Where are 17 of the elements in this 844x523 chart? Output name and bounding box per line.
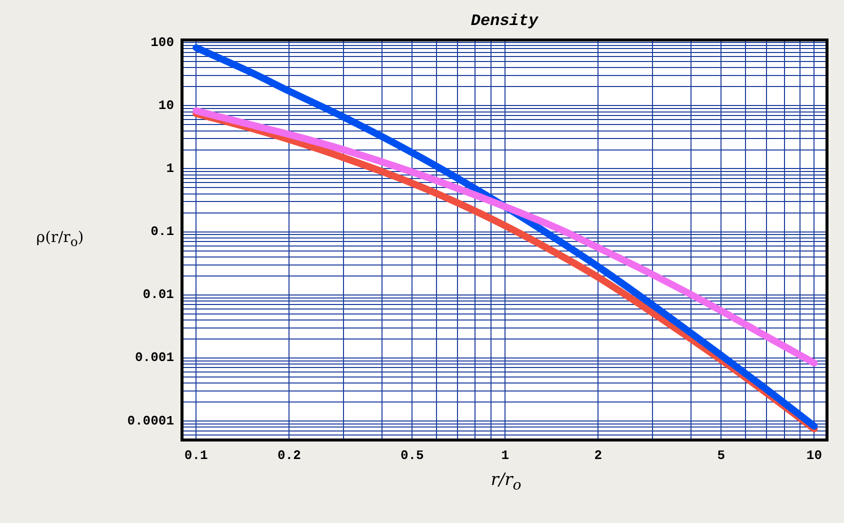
x-tick-label: 0.5 — [400, 448, 424, 464]
x-tick-label: 5 — [717, 448, 726, 464]
x-tick-label: 0.2 — [277, 448, 302, 464]
y-axis-title: ρ(r/r$_{o}$) — [35, 228, 85, 249]
x-tick-label: 2 — [594, 448, 602, 464]
x-tick-label: 0.1 — [184, 448, 208, 464]
y-tick-label: 0.01 — [142, 287, 174, 302]
x-axis-title: r/r$_{o}$ — [490, 470, 522, 494]
y-tick-label: 0.001 — [134, 350, 174, 366]
y-tick-label: 0.1 — [150, 224, 174, 240]
x-tick-label: 1 — [501, 448, 510, 464]
x-tick-label: 10 — [806, 448, 822, 464]
y-tick-label: 100 — [150, 34, 174, 50]
chart-title: Density — [470, 12, 540, 30]
y-tick-label: 10 — [158, 98, 174, 113]
y-tick-label: 1 — [166, 161, 174, 176]
y-tick-label: 0.0001 — [127, 413, 174, 428]
